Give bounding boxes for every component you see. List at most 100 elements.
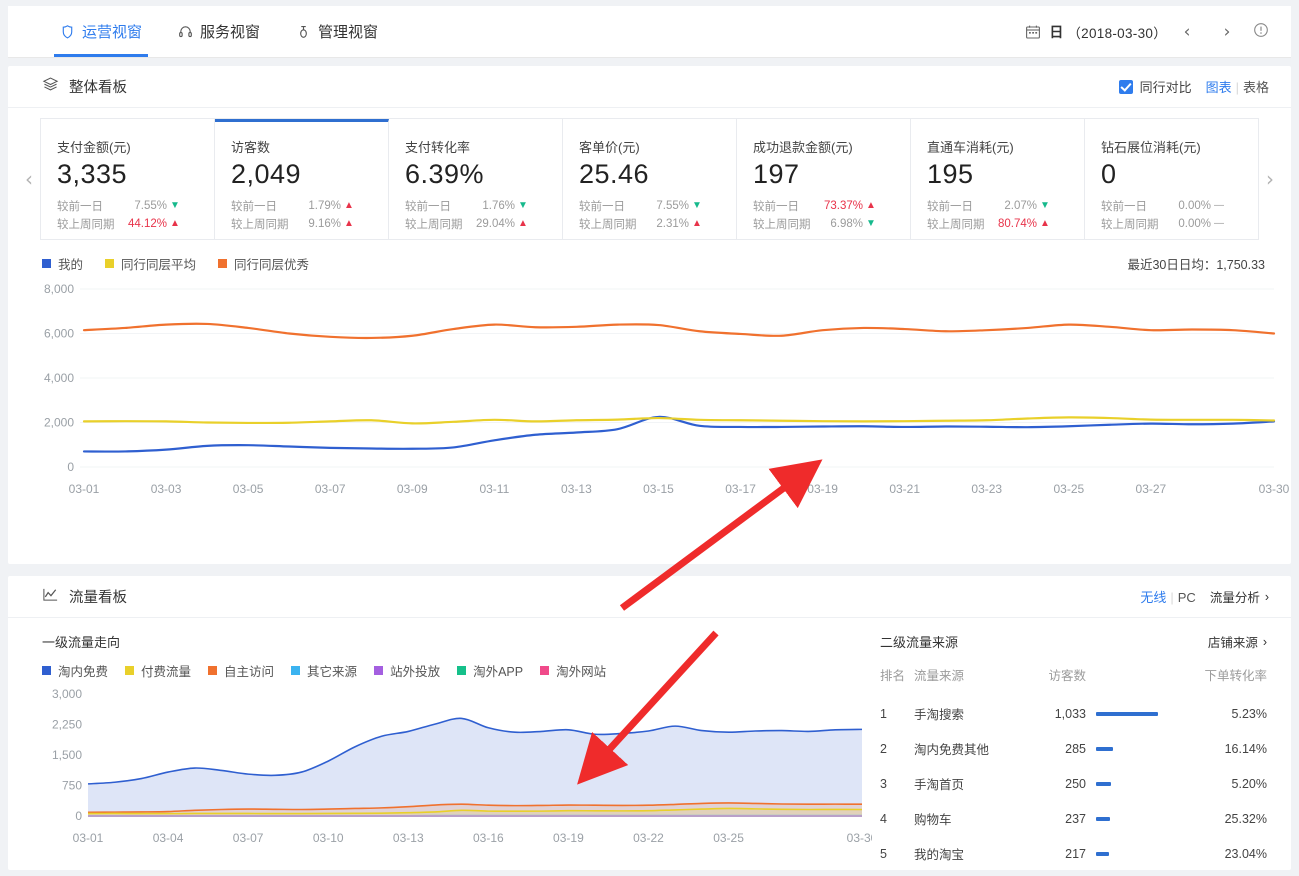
traffic-title: 流量看板 — [42, 586, 127, 607]
x-axis-tick: 03-11 — [479, 482, 509, 496]
kpi-card-1[interactable]: 访客数 2,049 较前一日 1.79% ▲ 较上周同期 9.16% ▲ — [215, 119, 389, 239]
legend-item-5[interactable]: 淘外APP — [457, 661, 523, 680]
kpi-compare-row: 较前一日 0.00% — — [1101, 198, 1258, 214]
x-axis-tick: 03-05 — [233, 482, 264, 496]
kpi-compare-row: 较前一日 2.07% ▼ — [927, 198, 1084, 214]
info-icon[interactable] — [1253, 22, 1269, 41]
legend-label: 站外投放 — [390, 665, 441, 679]
x-axis-tick: 03-27 — [1136, 482, 1167, 496]
row-bar — [1096, 816, 1111, 821]
shield-icon — [60, 24, 75, 40]
x-axis-tick: 03-09 — [397, 482, 428, 496]
period-unit-label[interactable]: 日 — [1049, 23, 1064, 40]
x-axis-tick: 03-30 — [847, 831, 872, 845]
kpi-compare-value: 2.07% — [1004, 199, 1037, 212]
kpi-trend-down-icon: ▼ — [170, 200, 180, 212]
legend-item-1[interactable]: 付费流量 — [125, 661, 191, 680]
kpi-trend-up-icon: ▲ — [692, 218, 702, 230]
overall-dashboard-panel: 整体看板 同行对比 图表 | 表格 ‹ › 支付金额(元) 3,335 较前一日 7.55… — [8, 66, 1291, 564]
row-bar — [1096, 746, 1113, 751]
col-header-visitors: 访客数 — [1048, 669, 1086, 683]
kpi-card-0[interactable]: 支付金额(元) 3,335 较前一日 7.55% ▼ 较上周同期 44.12% ▲ — [41, 119, 215, 239]
kpi-compare-value: 7.55% — [134, 199, 167, 212]
row-bar — [1096, 711, 1158, 716]
kpi-trend-up-icon: ▲ — [344, 200, 354, 212]
kpi-compare-label: 较前一日 — [927, 200, 973, 213]
tab-management-view[interactable]: 管理视窗 — [278, 6, 396, 57]
x-axis-tick: 03-22 — [633, 831, 664, 845]
traffic-panel-header: 流量看板 无线 | PC 流量分析 › — [8, 576, 1291, 618]
row-rate: 16.14% — [1224, 741, 1267, 756]
kpi-card-row: 支付金额(元) 3,335 较前一日 7.55% ▼ 较上周同期 44.12% ▲ 访客数 2,0… — [40, 118, 1259, 240]
kpi-compare-value: 7.55% — [656, 199, 689, 212]
row-bar-cell — [1086, 801, 1158, 836]
kpi-prev-button[interactable]: ‹ — [25, 167, 33, 191]
legend-label: 同行同层优秀 — [234, 258, 310, 272]
x-axis-tick: 03-21 — [889, 482, 920, 496]
legend-swatch — [457, 666, 467, 675]
kpi-compare-value: 44.12% — [127, 217, 167, 230]
row-rate: 25.32% — [1224, 811, 1267, 826]
calendar-icon[interactable] — [1025, 24, 1041, 40]
kpi-trend-flat-icon: — — [1214, 200, 1224, 212]
row-rank: 4 — [880, 811, 887, 826]
device-pc-button[interactable]: PC — [1177, 590, 1196, 605]
x-axis-tick: 03-16 — [473, 831, 504, 845]
table-row[interactable]: 3 手淘首页 250 5.20% — [880, 766, 1267, 801]
secondary-traffic-title: 二级流量来源 — [880, 635, 959, 650]
overall-header-actions: 同行对比 图表 | 表格 — [1118, 77, 1269, 96]
series-line-1 — [87, 807, 863, 815]
row-rank: 3 — [880, 776, 887, 791]
kpi-card-6[interactable]: 钻石展位消耗(元) 0 较前一日 0.00% — 较上周同期 0.00% — — [1085, 119, 1258, 239]
legend-swatch — [42, 259, 51, 268]
kpi-compare-label: 较上周同期 — [231, 218, 289, 231]
legend-label: 同行同层平均 — [121, 258, 197, 272]
table-header-row: 排名 流量来源 访客数 下单转化率 — [880, 665, 1267, 696]
legend-item-3[interactable]: 其它来源 — [291, 661, 357, 680]
y-axis-tick: 3,000 — [52, 687, 82, 701]
visitors-trend-chart[interactable]: 0 2,000 4,000 6,000 8,000 03-01 03-03 03-05 03-0… — [8, 277, 1291, 510]
kpi-trend-down-icon: ▼ — [866, 218, 876, 230]
view-chart-button[interactable]: 图表 — [1205, 80, 1232, 95]
legend-label: 淘内免费 — [58, 665, 109, 679]
tab-service-view[interactable]: 服务视窗 — [160, 6, 278, 57]
top-navigation-bar: 运营视窗 服务视窗 管理视窗 日 （2018-03-30） ‹ › — [8, 6, 1291, 58]
legend-item-0[interactable]: 我的 — [42, 254, 83, 273]
kpi-card-5[interactable]: 直通车消耗(元) 195 较前一日 2.07% ▼ 较上周同期 80.74% ▲ — [911, 119, 1085, 239]
prev-date-button[interactable]: ‹ — [1183, 21, 1191, 42]
legend-item-6[interactable]: 淘外网站 — [540, 661, 606, 680]
kpi-value: 195 — [927, 159, 974, 189]
kpi-carousel: ‹ › 支付金额(元) 3,335 较前一日 7.55% ▼ 较上周同期 44.12% ▲ 访客… — [8, 118, 1291, 240]
legend-item-0[interactable]: 淘内免费 — [42, 661, 108, 680]
table-row[interactable]: 5 我的淘宝 217 23.04% — [880, 836, 1267, 871]
traffic-analysis-link[interactable]: 流量分析 › — [1210, 587, 1269, 606]
kpi-label: 支付转化率 — [405, 140, 471, 155]
view-table-button[interactable]: 表格 — [1242, 80, 1269, 95]
x-axis-tick: 03-19 — [807, 482, 838, 496]
kpi-next-button[interactable]: › — [1266, 167, 1274, 191]
peer-comparison-checkbox[interactable] — [1118, 79, 1133, 94]
kpi-card-4[interactable]: 成功退款金额(元) 197 较前一日 73.37% ▲ 较上周同期 6.98% ▼ — [737, 119, 911, 239]
tab-label: 服务视窗 — [200, 24, 261, 41]
table-row[interactable]: 1 手淘搜索 1,033 5.23% — [880, 696, 1267, 731]
device-wireless-button[interactable]: 无线 — [1140, 590, 1167, 605]
kpi-compare-value: 0.00% — [1178, 199, 1211, 212]
legend-item-4[interactable]: 站外投放 — [374, 661, 440, 680]
legend-item-2[interactable]: 自主访问 — [208, 661, 274, 680]
tab-operations-view[interactable]: 运营视窗 — [42, 6, 160, 57]
peer-comparison-toggle[interactable]: 同行对比 — [1118, 77, 1192, 96]
next-date-button[interactable]: › — [1223, 21, 1231, 42]
legend-item-2[interactable]: 同行同层优秀 — [218, 254, 309, 273]
table-row[interactable]: 2 淘内免费其他 285 16.14% — [880, 731, 1267, 766]
legend-item-1[interactable]: 同行同层平均 — [105, 254, 196, 273]
store-source-link[interactable]: 店铺来源 › — [1208, 632, 1267, 651]
kpi-compare-label: 较前一日 — [57, 200, 103, 213]
kpi-card-2[interactable]: 支付转化率 6.39% 较前一日 1.76% ▼ 较上周同期 29.04% ▲ — [389, 119, 563, 239]
primary-traffic-chart[interactable]: 0 750 1,500 2,250 3,000 03-01 03-04 03-07 03-10 0… — [42, 686, 878, 857]
kpi-card-3[interactable]: 客单价(元) 25.46 较前一日 7.55% ▼ 较上周同期 2.31% ▲ — [563, 119, 737, 239]
x-axis-tick: 03-25 — [713, 831, 744, 845]
table-row[interactable]: 4 购物车 237 25.32% — [880, 801, 1267, 836]
kpi-comparisons: 较前一日 2.07% ▼ 较上周同期 80.74% ▲ — [927, 198, 1084, 232]
kpi-comparisons: 较前一日 1.79% ▲ 较上周同期 9.16% ▲ — [231, 198, 388, 232]
bulb-icon — [296, 24, 311, 40]
